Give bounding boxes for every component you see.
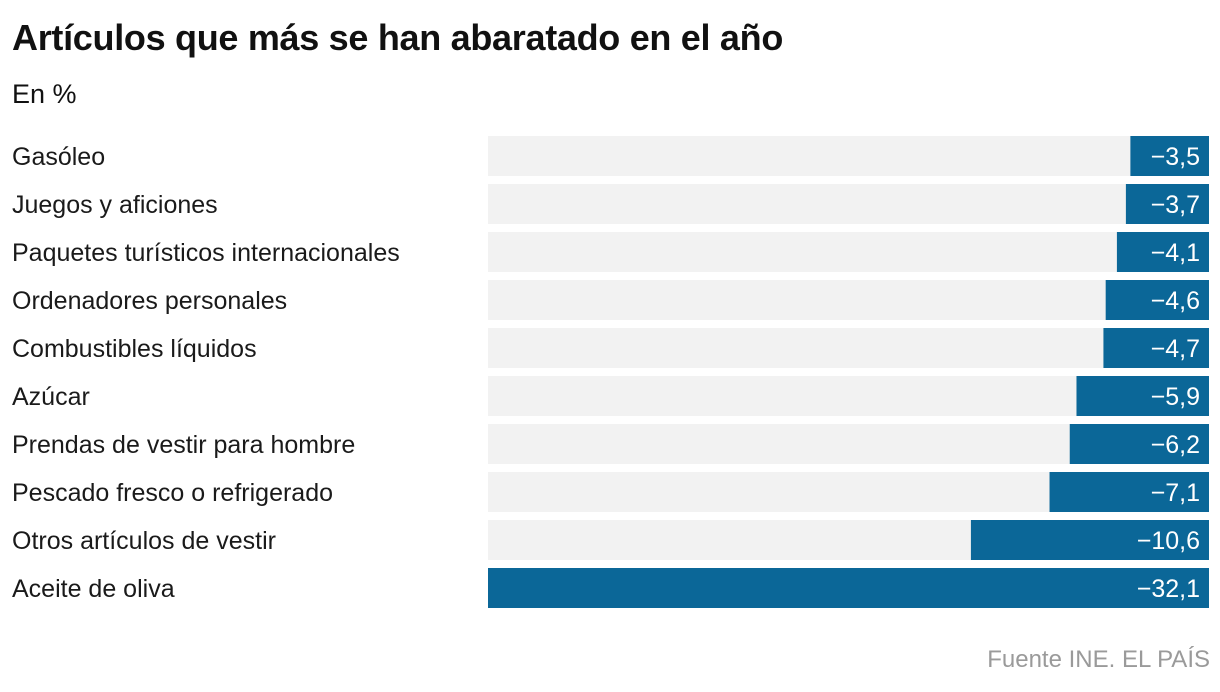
bar bbox=[1069, 424, 1209, 464]
category-label: Aceite de oliva bbox=[12, 575, 175, 603]
value-label: −6,2 bbox=[1151, 431, 1200, 459]
bar-track bbox=[488, 328, 1209, 368]
value-label: −10,6 bbox=[1137, 527, 1200, 555]
bar-row: Azúcar −5,9 bbox=[12, 376, 1209, 416]
bar-row: Juegos y aficiones −3,7 bbox=[12, 184, 1209, 224]
category-label: Pescado fresco o refrigerado bbox=[12, 479, 333, 507]
bar bbox=[1103, 328, 1209, 368]
value-label: −7,1 bbox=[1151, 479, 1200, 507]
category-label: Juegos y aficiones bbox=[12, 191, 218, 219]
bar bbox=[1049, 472, 1209, 512]
value-label: −4,1 bbox=[1151, 239, 1200, 267]
source-note: Fuente INE. EL PAÍS bbox=[987, 646, 1210, 673]
bar bbox=[488, 568, 1209, 608]
value-label: −4,6 bbox=[1151, 287, 1200, 315]
category-label: Ordenadores personales bbox=[12, 287, 287, 315]
category-label: Paquetes turísticos internacionales bbox=[12, 239, 400, 267]
bar bbox=[1105, 280, 1209, 320]
value-label: −32,1 bbox=[1137, 575, 1200, 603]
bar-row: Prendas de vestir para hombre −6,2 bbox=[12, 424, 1209, 464]
bar-row: Combustibles líquidos −4,7 bbox=[12, 328, 1209, 368]
bar bbox=[1116, 232, 1209, 272]
bar bbox=[1125, 184, 1209, 224]
bar-row: Aceite de oliva −32,1 bbox=[12, 568, 1209, 608]
value-label: −3,7 bbox=[1151, 191, 1200, 219]
bar-track bbox=[488, 136, 1209, 176]
chart-title: Artículos que más se han abaratado en el… bbox=[12, 17, 784, 58]
bar bbox=[1130, 136, 1209, 176]
value-label: −3,5 bbox=[1151, 143, 1200, 171]
bar bbox=[1076, 376, 1209, 416]
category-label: Azúcar bbox=[12, 383, 90, 411]
bar-track bbox=[488, 232, 1209, 272]
chart-subtitle: En % bbox=[12, 79, 77, 109]
category-label: Gasóleo bbox=[12, 143, 105, 171]
value-label: −5,9 bbox=[1151, 383, 1200, 411]
category-label: Combustibles líquidos bbox=[12, 335, 257, 363]
bar bbox=[970, 520, 1209, 560]
bar-track bbox=[488, 184, 1209, 224]
bar-row: Otros artículos de vestir −10,6 bbox=[12, 520, 1209, 560]
category-label: Otros artículos de vestir bbox=[12, 527, 276, 555]
category-label: Prendas de vestir para hombre bbox=[12, 431, 355, 459]
bar-row: Gasóleo −3,5 bbox=[12, 136, 1209, 176]
value-label: −4,7 bbox=[1151, 335, 1200, 363]
bar-track bbox=[488, 280, 1209, 320]
bar-row: Ordenadores personales −4,6 bbox=[12, 280, 1209, 320]
bar-row: Paquetes turísticos internacionales −4,1 bbox=[12, 232, 1209, 272]
bar-row: Pescado fresco o refrigerado −7,1 bbox=[12, 472, 1209, 512]
